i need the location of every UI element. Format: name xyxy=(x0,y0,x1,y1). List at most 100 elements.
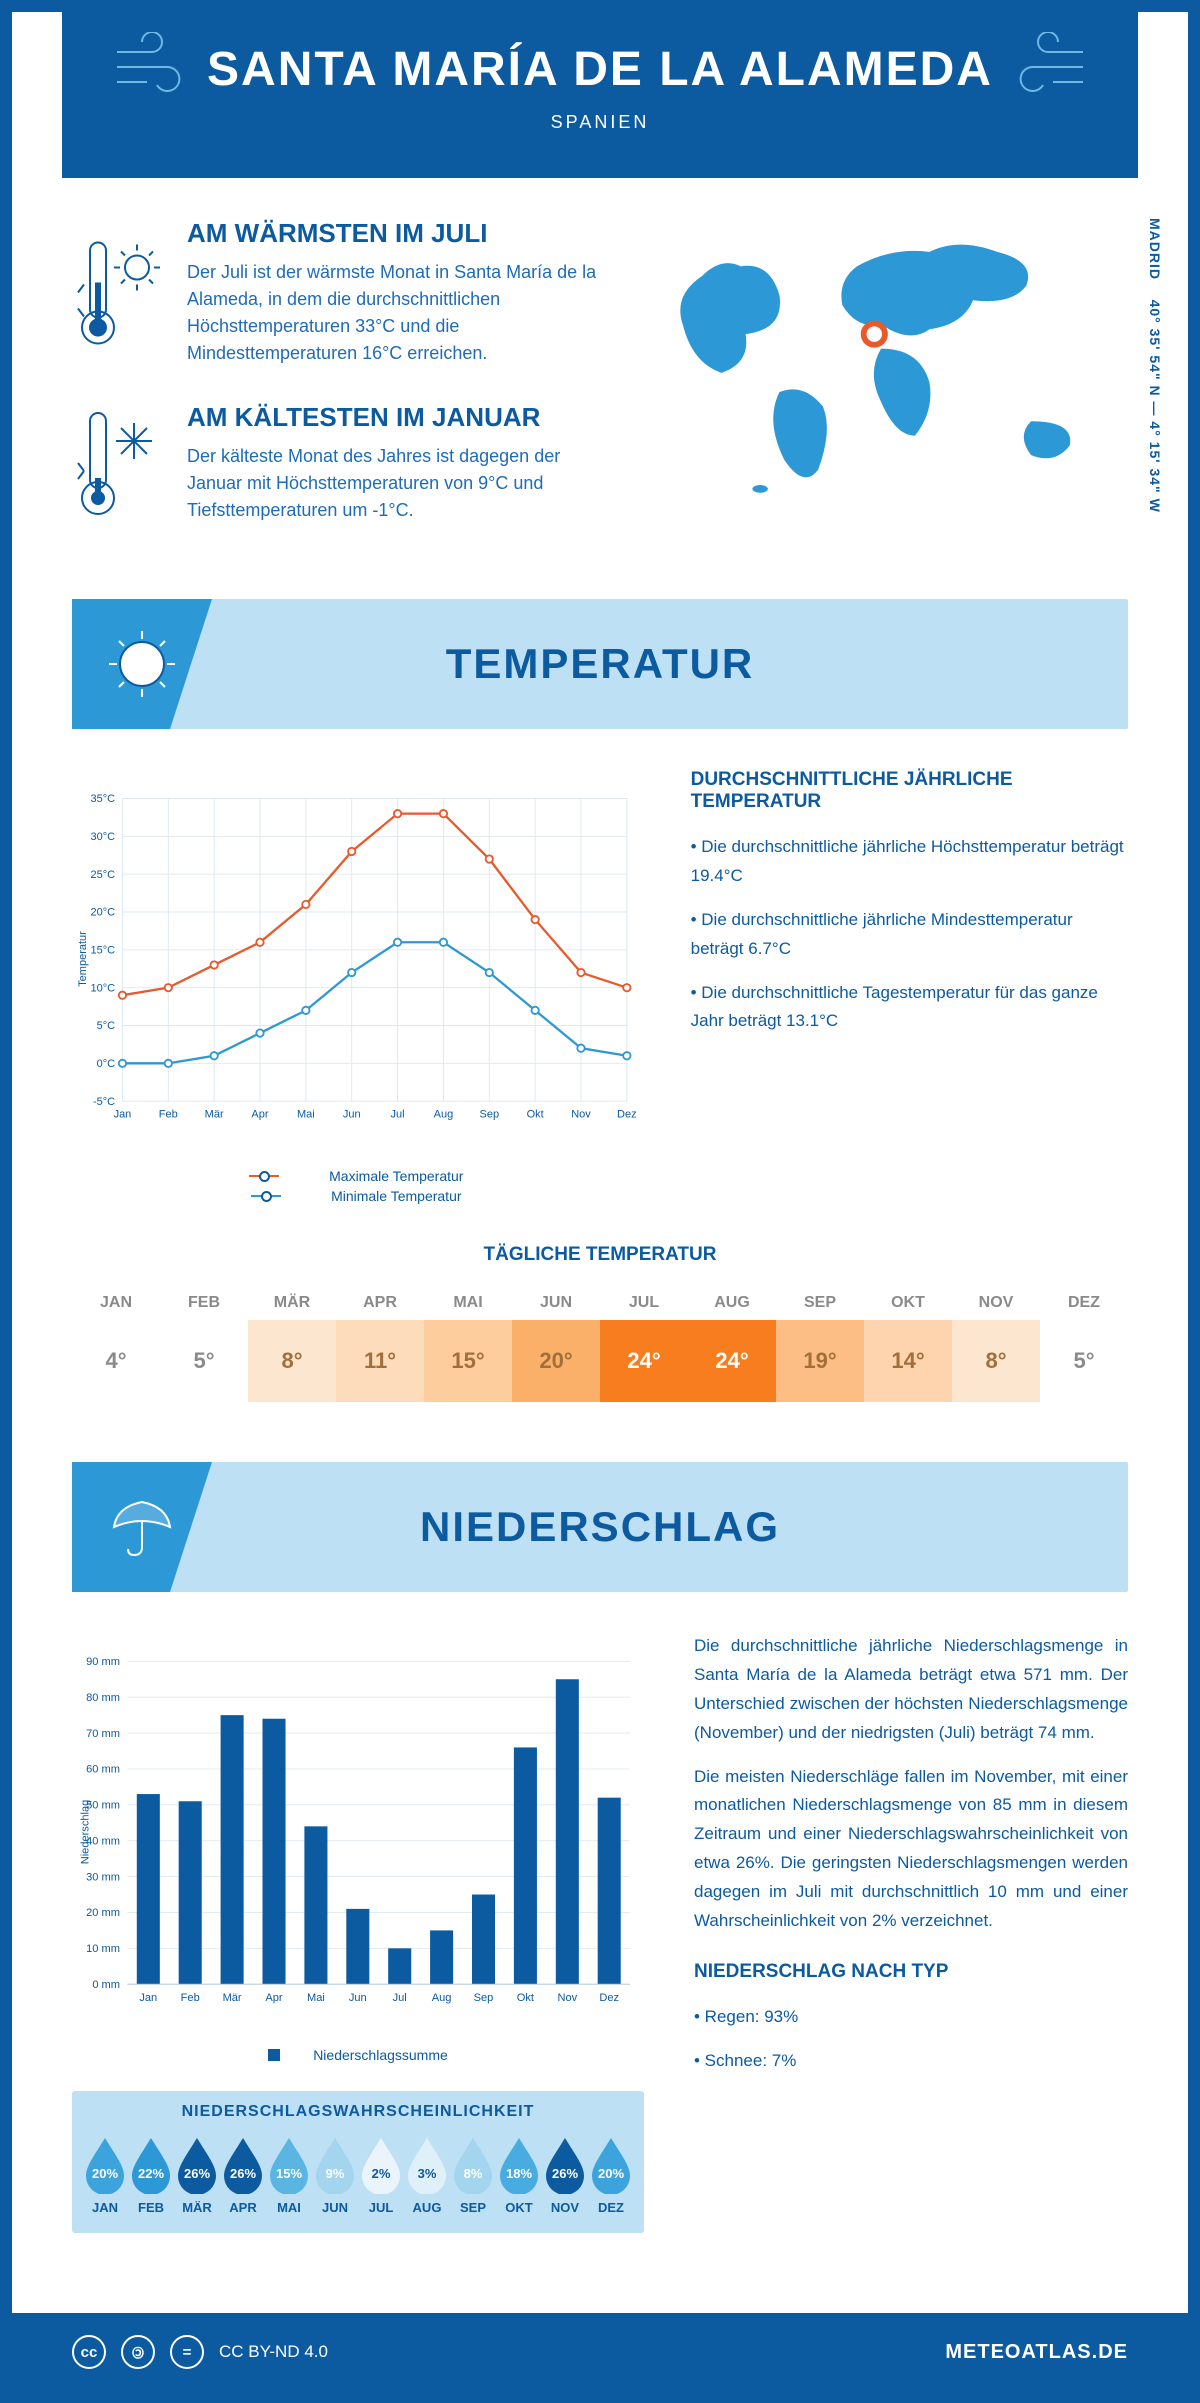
side-text: • Die durchschnittliche jährliche Mindes… xyxy=(691,906,1128,964)
section-title: NIEDERSCHLAG xyxy=(420,1503,780,1551)
svg-text:15%: 15% xyxy=(276,2166,302,2181)
svg-text:20%: 20% xyxy=(92,2166,118,2181)
precip-chart-row: 0 mm10 mm20 mm30 mm40 mm50 mm60 mm70 mm8… xyxy=(72,1632,1128,2233)
drop-item: 26%MÄR xyxy=(174,2136,220,2215)
temp-cell: JUL24° xyxy=(600,1286,688,1402)
drop-item: 9%JUN xyxy=(312,2136,358,2215)
svg-text:80 mm: 80 mm xyxy=(86,1692,120,1704)
section-bar-temp: TEMPERATUR xyxy=(72,599,1128,729)
svg-text:8%: 8% xyxy=(464,2166,483,2181)
svg-text:Aug: Aug xyxy=(434,1109,454,1121)
svg-text:5°C: 5°C xyxy=(97,1020,116,1032)
svg-text:3%: 3% xyxy=(418,2166,437,2181)
svg-text:Apr: Apr xyxy=(251,1109,268,1121)
svg-text:60 mm: 60 mm xyxy=(86,1764,120,1776)
footer-site: METEOATLAS.DE xyxy=(945,2341,1128,2364)
svg-text:22%: 22% xyxy=(138,2166,164,2181)
drops-row: 20%JAN22%FEB26%MÄR26%APR15%MAI9%JUN2%JUL… xyxy=(72,2136,644,2215)
svg-text:2%: 2% xyxy=(372,2166,391,2181)
drop-item: 26%APR xyxy=(220,2136,266,2215)
section-bar-precip: NIEDERSCHLAG xyxy=(72,1462,1128,1592)
cc-icon: cc xyxy=(72,2335,106,2369)
svg-text:15°C: 15°C xyxy=(91,944,116,956)
side-text: • Regen: 93% xyxy=(694,2003,1128,2032)
svg-text:Okt: Okt xyxy=(527,1109,544,1121)
svg-text:35°C: 35°C xyxy=(91,793,116,805)
svg-text:Feb: Feb xyxy=(159,1109,178,1121)
svg-text:10 mm: 10 mm xyxy=(86,1943,120,1955)
section-title: TEMPERATUR xyxy=(446,640,755,688)
world-map-icon xyxy=(644,218,1128,508)
svg-text:90 mm: 90 mm xyxy=(86,1656,120,1668)
temp-cell: MÄR8° xyxy=(248,1286,336,1402)
svg-text:30 mm: 30 mm xyxy=(86,1871,120,1883)
temp-side: DURCHSCHNITTLICHE JÄHRLICHE TEMPERATUR •… xyxy=(691,769,1128,1204)
side-text: Die durchschnittliche jährliche Niedersc… xyxy=(694,1632,1128,1748)
thermometer-sun-icon xyxy=(72,218,162,367)
page: SANTA MARÍA DE LA ALAMEDA SPANIEN AM WÄR… xyxy=(0,0,1200,2403)
sun-icon xyxy=(107,629,177,699)
svg-text:Mai: Mai xyxy=(307,1992,325,2004)
temp-cell: AUG24° xyxy=(688,1286,776,1402)
umbrella-icon xyxy=(107,1492,177,1562)
svg-text:20%: 20% xyxy=(598,2166,624,2181)
intro-left: AM WÄRMSTEN IM JULI Der Juli ist der wär… xyxy=(72,218,604,559)
side-title: DURCHSCHNITTLICHE JÄHRLICHE TEMPERATUR xyxy=(691,769,1128,813)
drop-item: 8%SEP xyxy=(450,2136,496,2215)
temp-cell: JAN4° xyxy=(72,1286,160,1402)
side-text: Die meisten Niederschläge fallen im Nove… xyxy=(694,1763,1128,1936)
svg-text:Dez: Dez xyxy=(617,1109,637,1121)
precip-side: Die durchschnittliche jährliche Niedersc… xyxy=(694,1632,1128,2233)
drop-item: 15%MAI xyxy=(266,2136,312,2215)
svg-text:Jun: Jun xyxy=(343,1109,361,1121)
wind-icon xyxy=(112,32,192,92)
precip-legend: Niederschlagssumme xyxy=(72,2047,644,2066)
prob-title: NIEDERSCHLAGSWAHRSCHEINLICHKEIT xyxy=(72,2103,644,2121)
drop-item: 2%JUL xyxy=(358,2136,404,2215)
svg-text:Niederschlag: Niederschlag xyxy=(80,1800,92,1865)
nd-icon: = xyxy=(170,2335,204,2369)
header: SANTA MARÍA DE LA ALAMEDA SPANIEN xyxy=(62,12,1138,178)
temp-cell: SEP19° xyxy=(776,1286,864,1402)
svg-text:Jan: Jan xyxy=(139,1992,157,2004)
svg-text:26%: 26% xyxy=(184,2166,210,2181)
by-icon: 🄯 xyxy=(121,2335,155,2369)
svg-text:Apr: Apr xyxy=(265,1992,283,2004)
intro-row: AM WÄRMSTEN IM JULI Der Juli ist der wär… xyxy=(72,218,1128,559)
drop-item: 22%FEB xyxy=(128,2136,174,2215)
country-label: SPANIEN xyxy=(82,112,1118,133)
drop-item: 20%JAN xyxy=(82,2136,128,2215)
page-title: SANTA MARÍA DE LA ALAMEDA xyxy=(82,42,1118,97)
svg-text:Dez: Dez xyxy=(599,1992,619,2004)
svg-text:9%: 9% xyxy=(326,2166,345,2181)
drop-item: 26%NOV xyxy=(542,2136,588,2215)
svg-text:70 mm: 70 mm xyxy=(86,1728,120,1740)
side-title: NIEDERSCHLAG NACH TYP xyxy=(694,1961,1128,1983)
svg-text:Temperatur: Temperatur xyxy=(77,931,89,987)
svg-text:Mär: Mär xyxy=(205,1109,224,1121)
temp-cell: APR11° xyxy=(336,1286,424,1402)
svg-text:Okt: Okt xyxy=(517,1992,534,2004)
drop-item: 3%AUG xyxy=(404,2136,450,2215)
temp-cell: MAI15° xyxy=(424,1286,512,1402)
svg-text:Aug: Aug xyxy=(432,1992,452,2004)
svg-text:Nov: Nov xyxy=(557,1992,577,2004)
precip-chart: 0 mm10 mm20 mm30 mm40 mm50 mm60 mm70 mm8… xyxy=(72,1632,644,2233)
svg-text:18%: 18% xyxy=(506,2166,532,2181)
svg-text:Feb: Feb xyxy=(181,1992,200,2004)
fact-warmest: AM WÄRMSTEN IM JULI Der Juli ist der wär… xyxy=(72,218,604,367)
svg-text:Jul: Jul xyxy=(391,1109,405,1121)
fact-title: AM KÄLTESTEN IM JANUAR xyxy=(187,402,604,433)
coordinates: MADRID 40° 35' 54" N — 4° 15' 34" W xyxy=(1147,218,1163,513)
side-text: • Schnee: 7% xyxy=(694,2047,1128,2076)
svg-text:Jun: Jun xyxy=(349,1992,367,2004)
side-text: • Die durchschnittliche Tagestemperatur … xyxy=(691,979,1128,1037)
wind-icon xyxy=(1008,32,1088,92)
svg-text:26%: 26% xyxy=(230,2166,256,2181)
svg-text:30°C: 30°C xyxy=(91,831,116,843)
temp-chart-row: -5°C0°C5°C10°C15°C20°C25°C30°C35°CJanFeb… xyxy=(72,769,1128,1204)
temp-chart: -5°C0°C5°C10°C15°C20°C25°C30°C35°CJanFeb… xyxy=(72,769,641,1204)
svg-text:Sep: Sep xyxy=(474,1992,494,2004)
svg-text:Mai: Mai xyxy=(297,1109,315,1121)
side-text: • Die durchschnittliche jährliche Höchst… xyxy=(691,833,1128,891)
